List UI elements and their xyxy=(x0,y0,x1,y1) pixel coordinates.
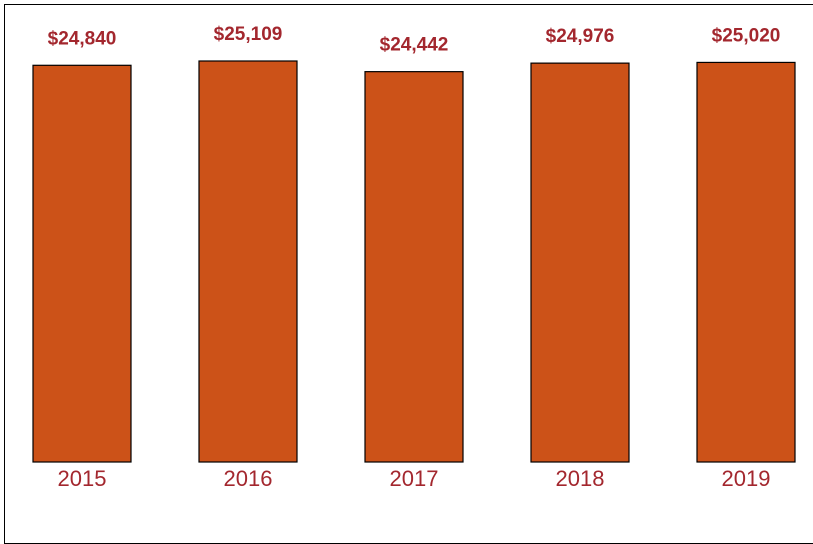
value-label-2015: $24,840 xyxy=(48,28,117,49)
x-tick-label-2015: 2015 xyxy=(58,466,107,491)
x-tick-label-2019: 2019 xyxy=(722,466,771,491)
bar-2018 xyxy=(530,62,630,463)
x-tick-label-2018: 2018 xyxy=(556,466,605,491)
x-tick-label-2016: 2016 xyxy=(224,466,273,491)
value-label-2018: $24,976 xyxy=(546,26,615,47)
bar-2016 xyxy=(198,60,298,463)
bar-chart: $24,840 2015 $25,109 2016 $24,442 2017 $24,976… xyxy=(32,24,796,491)
bar-2015 xyxy=(32,64,132,463)
value-label-2017: $24,442 xyxy=(380,35,449,56)
value-label-2019: $25,020 xyxy=(712,25,781,46)
x-tick-label-2017: 2017 xyxy=(390,466,439,491)
bar-2017 xyxy=(364,71,464,463)
value-label-2016: $25,109 xyxy=(214,24,283,45)
bar-2019 xyxy=(696,61,796,463)
